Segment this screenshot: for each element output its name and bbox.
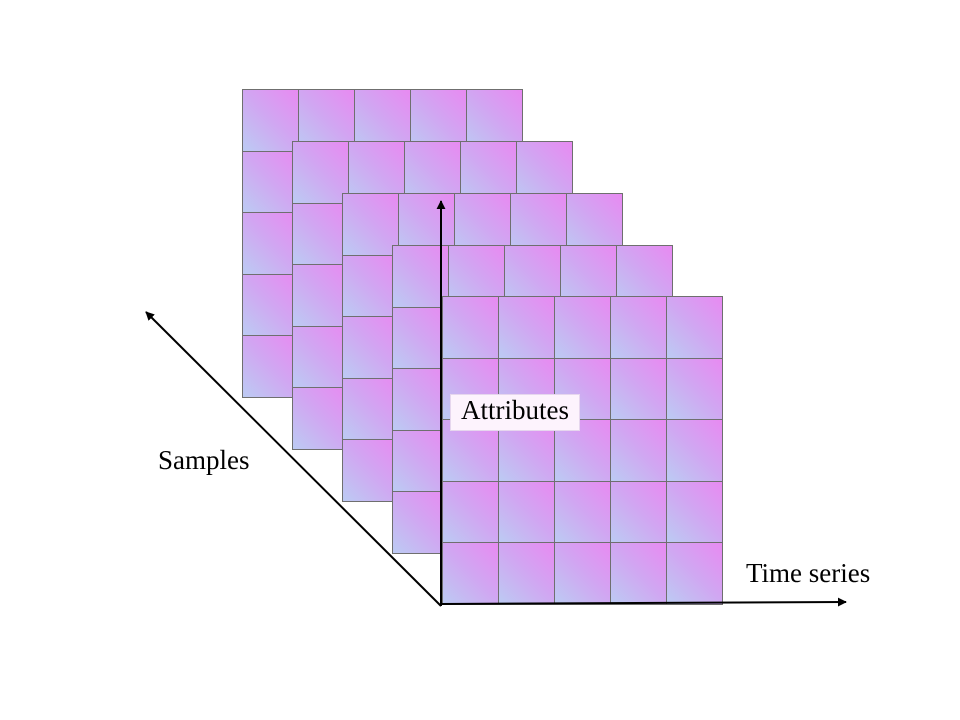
matrix-cell [611, 543, 667, 605]
matrix-cell [393, 307, 449, 370]
matrix-cell [611, 358, 667, 421]
matrix-cell [293, 326, 349, 389]
matrix-cell [343, 194, 399, 256]
matrix-cell [293, 388, 349, 450]
attributes-label: Attributes [450, 394, 580, 431]
matrix-cell [243, 213, 299, 275]
matrix-cell [611, 420, 667, 482]
matrix-cell [243, 274, 299, 337]
matrix-cell [343, 440, 399, 502]
matrix-cell [443, 297, 499, 359]
matrix-cell [343, 255, 399, 318]
matrix-cell [611, 481, 667, 544]
matrix-cell [667, 358, 723, 421]
matrix-cell [555, 297, 611, 359]
matrix-cell [293, 203, 349, 266]
matrix-cell [393, 246, 449, 308]
matrix-cell [555, 543, 611, 605]
matrix-cell [667, 481, 723, 544]
matrix-cell [499, 543, 555, 605]
samples-axis-arrow [145, 311, 442, 607]
matrix-cell [243, 151, 299, 214]
matrix-cell [443, 481, 499, 544]
matrix-cell [243, 90, 299, 152]
samples-label: Samples [158, 445, 250, 475]
time-series-axis-arrow [440, 597, 847, 607]
matrix-cell [499, 297, 555, 359]
matrix-cell [499, 481, 555, 544]
matrix-cell [667, 297, 723, 359]
matrix-cell [443, 543, 499, 605]
matrix-cell [667, 543, 723, 605]
matrix-cell [667, 420, 723, 482]
matrix-layer-5 [442, 296, 723, 605]
matrix-cell [393, 369, 449, 431]
matrix-cell [293, 142, 349, 204]
time-series-label: Time series [746, 558, 871, 588]
matrix-cell [611, 297, 667, 359]
matrix-cell [555, 481, 611, 544]
